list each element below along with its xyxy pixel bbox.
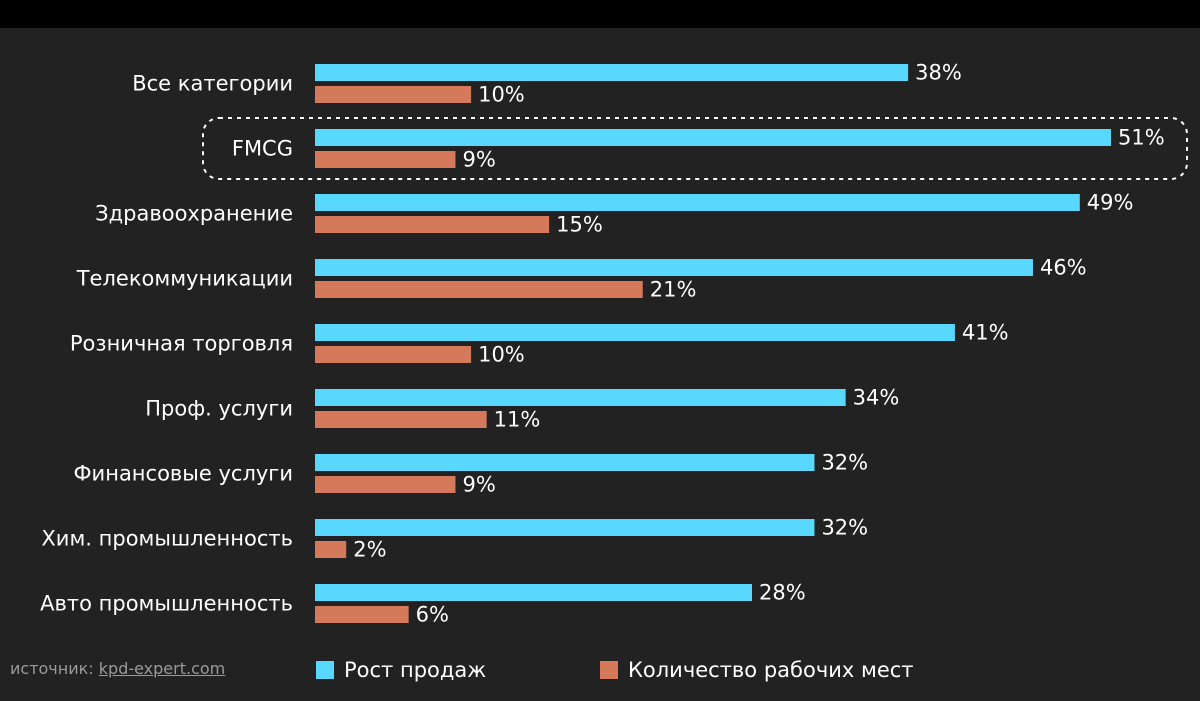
value-label-sales: 34% (853, 386, 900, 410)
value-labels: 38% 10% 51% 9% 49% 15% 46% 21% 41% 10% 34% 11% 32% 9%… (353, 61, 1164, 627)
legend-item-sales: Рост продаж (316, 658, 486, 682)
bar-sales (315, 259, 1033, 276)
bar-jobs (315, 541, 347, 558)
value-label-sales: 28% (759, 581, 806, 605)
highlight-frame-group (202, 117, 1188, 180)
value-label-jobs: 9% (462, 148, 495, 172)
value-label-sales: 38% (915, 61, 962, 85)
value-label-jobs: 9% (462, 473, 495, 497)
jobs-bars (315, 86, 643, 623)
legend-label-sales: Рост продаж (344, 658, 487, 682)
legend-swatch-jobs (600, 661, 618, 679)
category-label: Телекоммуникации (76, 267, 293, 291)
value-label-jobs: 15% (556, 213, 603, 237)
bar-jobs (315, 281, 643, 298)
category-label: Проф. услуги (145, 397, 293, 421)
value-label-jobs: 11% (494, 408, 541, 432)
value-label-sales: 41% (962, 321, 1009, 345)
sales-growth-bars (315, 64, 1111, 601)
category-label: Авто промышленность (40, 592, 293, 616)
bar-sales (315, 194, 1080, 211)
value-label-jobs: 6% (416, 603, 449, 627)
bar-sales (315, 64, 909, 81)
source-prefix: источник: (10, 659, 99, 678)
bar-sales (315, 324, 955, 341)
bar-jobs (315, 606, 409, 623)
bar-sales (315, 389, 846, 406)
value-label-sales: 51% (1118, 126, 1165, 150)
value-label-jobs: 10% (478, 83, 525, 107)
value-label-sales: 32% (821, 451, 868, 475)
value-label-jobs: 21% (650, 278, 697, 302)
category-labels: Все категории FMCG Здравоохранение Телекомм… (40, 72, 293, 616)
bar-jobs (315, 86, 472, 103)
source-note: источник: kpd-expert.com (10, 659, 225, 678)
category-label: Все категории (132, 72, 293, 96)
legend-item-jobs: Количество рабочих мест (600, 658, 914, 682)
top-bar (0, 0, 1200, 28)
bar-sales (315, 584, 753, 601)
bar-sales (315, 129, 1111, 146)
legend-swatch-sales (316, 661, 334, 679)
legend-label-jobs: Количество рабочих мест (628, 658, 914, 682)
value-label-sales: 32% (821, 516, 868, 540)
value-label-jobs: 2% (353, 538, 386, 562)
category-label: Финансовые услуги (73, 462, 293, 486)
highlight-frame (202, 117, 1188, 180)
source-link[interactable]: kpd-expert.com (98, 659, 226, 678)
category-label: Хим. промышленность (41, 527, 293, 551)
bar-sales (315, 454, 815, 471)
bar-jobs (315, 411, 487, 428)
value-label-jobs: 10% (478, 343, 525, 367)
bar-jobs (315, 476, 456, 493)
bar-sales (315, 519, 815, 536)
bar-jobs (315, 346, 472, 363)
category-label: Розничная торговля (70, 332, 293, 356)
value-label-sales: 46% (1040, 256, 1087, 280)
category-label: Здравоохранение (95, 202, 293, 226)
bar-jobs (315, 216, 550, 233)
value-label-sales: 49% (1087, 191, 1134, 215)
category-label: FMCG (232, 137, 293, 161)
bar-jobs (315, 151, 456, 168)
